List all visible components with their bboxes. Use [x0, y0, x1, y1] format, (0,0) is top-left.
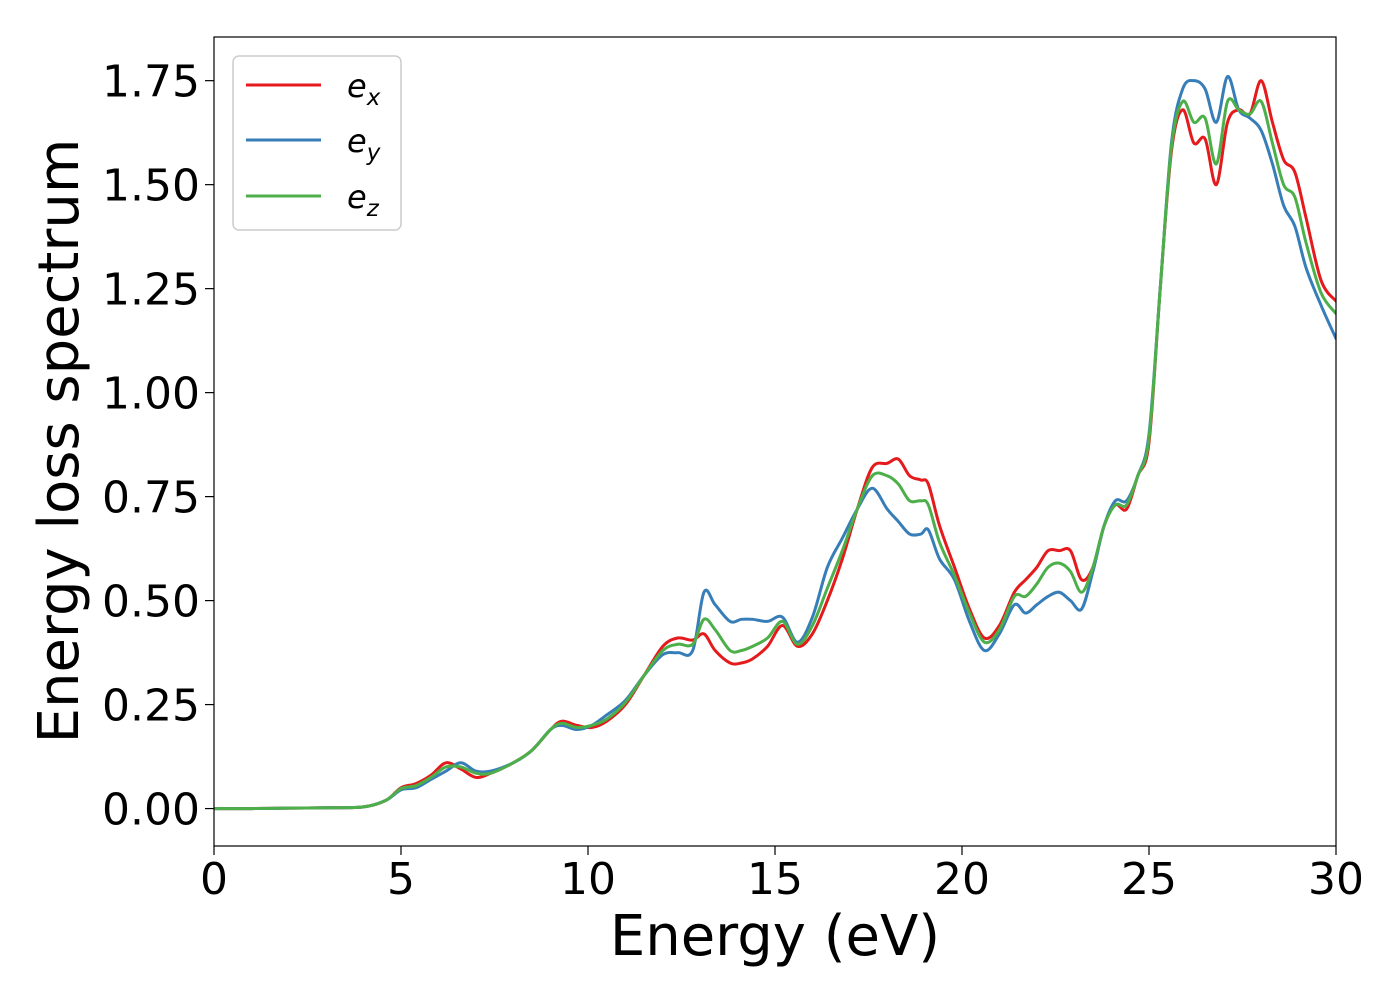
legend-label-x: ex [347, 67, 381, 111]
y-tick-label: 0.25 [102, 681, 200, 732]
y-tick-label: 0.00 [102, 785, 200, 836]
legend-label-z: ez [347, 178, 380, 222]
y-tick-label: 1.75 [102, 57, 200, 108]
legend-box [232, 55, 402, 231]
y-tick-label: 1.25 [102, 265, 200, 316]
legend: ex ey ez [232, 55, 402, 231]
x-tick-label: 25 [1121, 854, 1177, 905]
x-axis-label: Energy (eV) [610, 904, 940, 969]
y-tick-label: 1.00 [102, 369, 200, 420]
y-axis-label: Energy loss spectrum [27, 139, 92, 744]
x-tick-label: 30 [1308, 854, 1364, 905]
y-tick-label: 0.75 [102, 473, 200, 524]
x-tick-label: 0 [200, 854, 228, 905]
x-tick-label: 15 [747, 854, 803, 905]
legend-label-y: ey [347, 122, 381, 166]
y-tick-label: 1.50 [102, 161, 200, 212]
series-line-z [214, 97, 1336, 811]
x-tick-label: 20 [934, 854, 990, 905]
x-tick-label: 10 [560, 854, 616, 905]
y-tick-label: 0.50 [102, 577, 200, 628]
x-tick-label: 5 [387, 854, 415, 905]
